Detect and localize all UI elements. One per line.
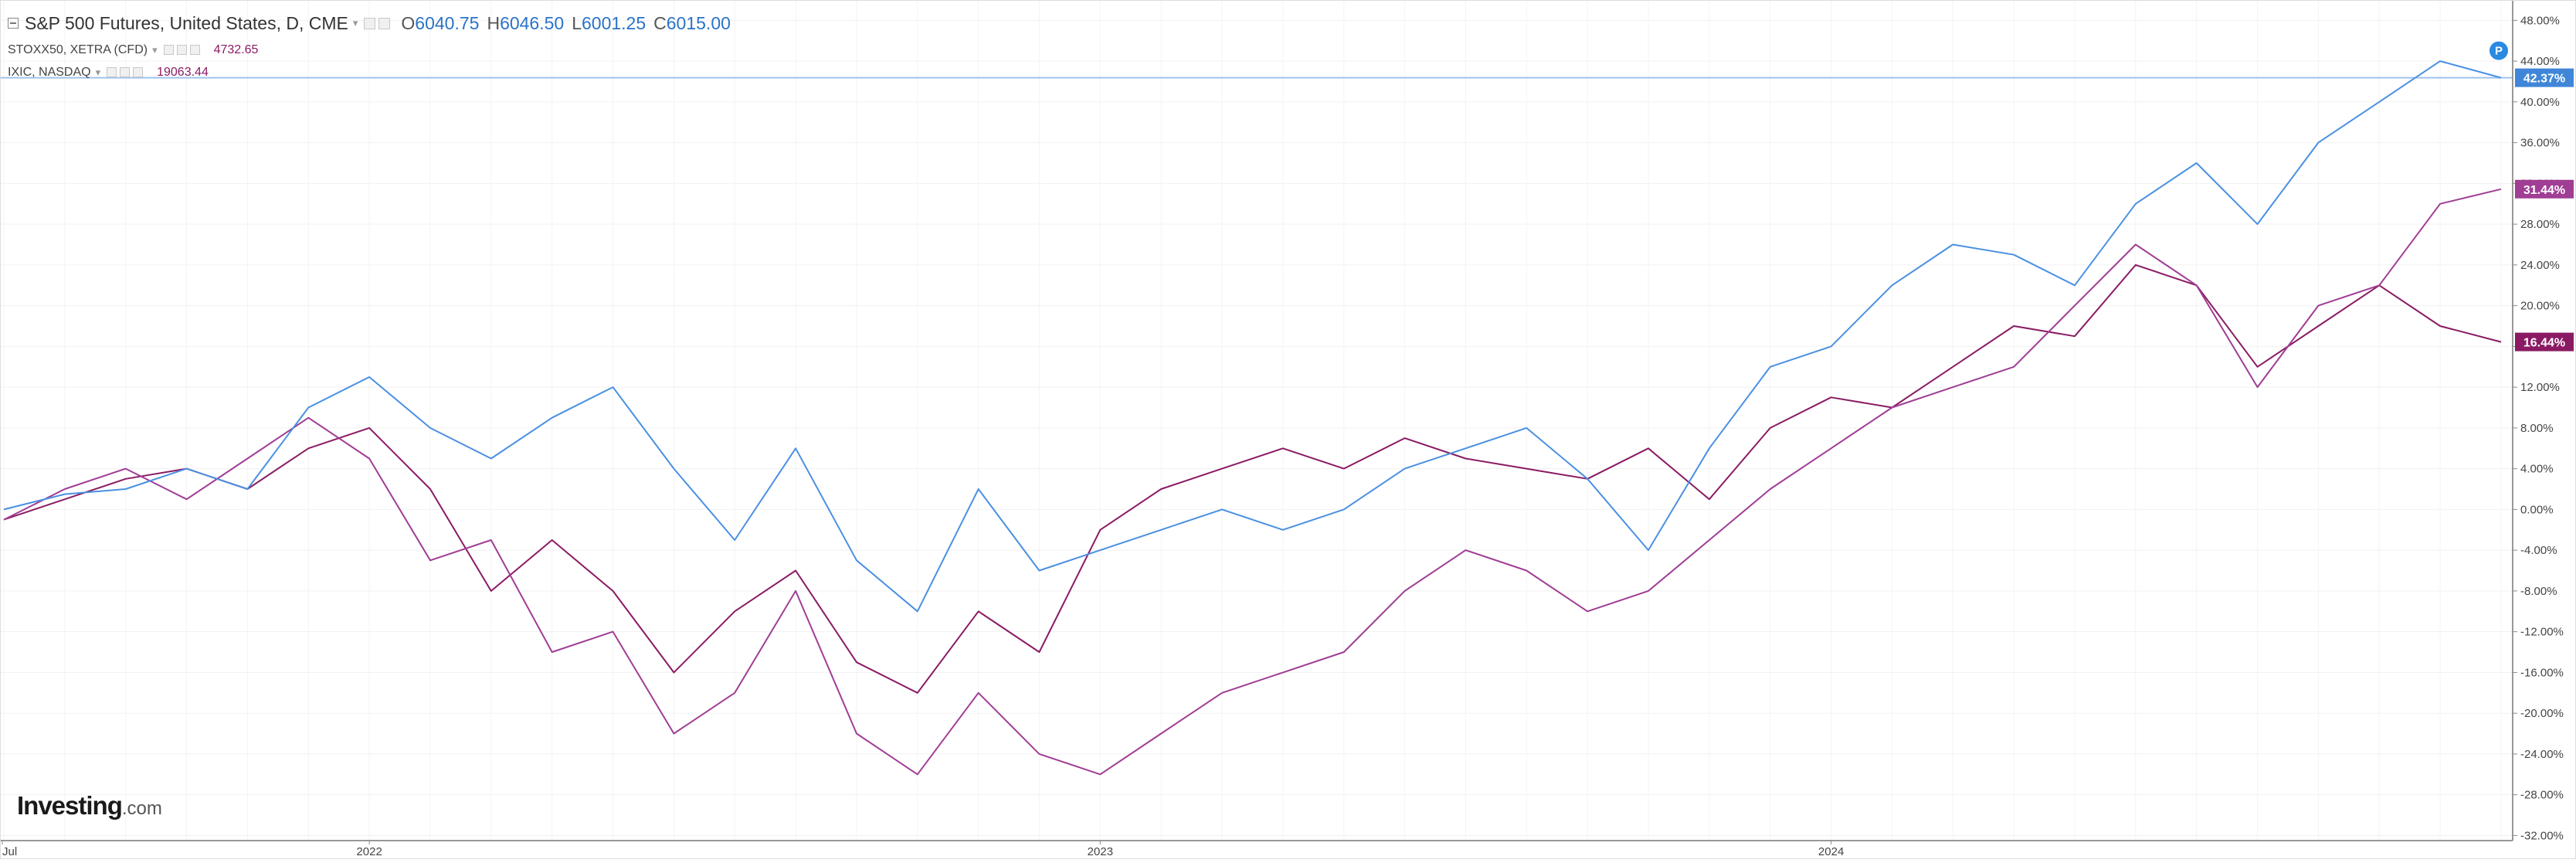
series-lines (3, 60, 2502, 776)
y-tick-label: 48.00% (2520, 14, 2560, 27)
collapse-icon[interactable] (8, 18, 19, 29)
chevron-down-icon[interactable]: ▾ (352, 17, 358, 29)
x-axis-ticks: Jul 2022 2023 2024 (2, 841, 1844, 858)
close-icon[interactable] (133, 67, 144, 77)
p-marker[interactable]: P (2489, 41, 2508, 60)
x-tick-label: Jul (2, 845, 17, 858)
x-tick-label: 2024 (1818, 845, 1844, 858)
x-tick-label: 2023 (1088, 845, 1113, 858)
settings-icon[interactable] (120, 67, 131, 77)
legend-series2-row[interactable]: STOXX50, XETRA (CFD) ▾ 4732.65 (8, 39, 731, 61)
eye-icon[interactable] (107, 67, 117, 77)
open-key: O (401, 12, 416, 33)
y-tick-label: -28.00% (2520, 789, 2564, 802)
x-tick-label: 2022 (356, 845, 382, 858)
close-icon[interactable] (189, 45, 200, 55)
last-value-text: 16.44% (2523, 337, 2565, 350)
chevron-down-icon[interactable]: ▾ (95, 66, 101, 78)
y-tick-label: -24.00% (2520, 748, 2564, 761)
main-series-title[interactable]: S&P 500 Futures, United States, D, CME (25, 12, 348, 33)
investing-logo: Investing .com (17, 791, 162, 821)
close-icon[interactable] (378, 17, 391, 29)
y-tick-label: 36.00% (2520, 137, 2560, 150)
y-tick-label: 4.00% (2520, 463, 2554, 476)
last-value-text: 42.37% (2523, 73, 2565, 86)
y-tick-label: -32.00% (2520, 829, 2564, 842)
low-value: 6001.25 (582, 12, 647, 33)
series3-value: 19063.44 (157, 65, 209, 79)
last-value-badge (2515, 179, 2574, 199)
legend: S&P 500 Futures, United States, D, CME ▾… (8, 8, 731, 83)
y-tick-label: 20.00% (2520, 300, 2560, 313)
close-key: C (653, 12, 667, 33)
eye-icon[interactable] (163, 45, 174, 55)
close-value: 6015.00 (666, 12, 731, 33)
legend-main-row[interactable]: S&P 500 Futures, United States, D, CME ▾… (8, 8, 731, 39)
legend-series3-row[interactable]: IXIC, NASDAQ ▾ 19063.44 (8, 61, 731, 83)
series-line-1 (3, 263, 2502, 694)
y-tick-label: 40.00% (2520, 96, 2560, 109)
settings-icon[interactable] (176, 45, 187, 55)
series3-name[interactable]: IXIC, NASDAQ (8, 65, 91, 79)
open-value: 6040.75 (415, 12, 480, 33)
logo-text: Investing (17, 791, 123, 820)
high-value: 6046.50 (500, 12, 565, 33)
y-tick-label: -8.00% (2520, 585, 2557, 598)
logo-suffix: .com (121, 798, 162, 819)
last-value-badge (2515, 332, 2574, 352)
y-tick-label: -20.00% (2520, 707, 2564, 720)
high-key: H (487, 12, 501, 33)
y-tick-label: 44.00% (2520, 55, 2560, 68)
y-tick-label: 0.00% (2520, 503, 2554, 516)
chevron-down-icon[interactable]: ▾ (152, 43, 158, 56)
low-key: L (572, 12, 582, 33)
series2-name[interactable]: STOXX50, XETRA (CFD) (8, 42, 148, 56)
series-line-2 (3, 188, 2502, 776)
settings-icon[interactable] (364, 17, 376, 29)
y-tick-label: -16.00% (2520, 666, 2564, 679)
last-value-text: 31.44% (2523, 184, 2565, 197)
gridlines (0, 0, 2513, 841)
p-marker-text: P (2495, 45, 2503, 58)
y-tick-label: 28.00% (2520, 218, 2560, 231)
y-tick-label: 24.00% (2520, 259, 2560, 272)
last-value-labels: 42.37% 16.44% 31.44% (2515, 68, 2574, 352)
y-tick-label: 12.00% (2520, 381, 2560, 394)
last-value-badge (2515, 68, 2574, 87)
y-tick-label: 8.00% (2520, 422, 2554, 435)
p-marker-circle[interactable] (2489, 41, 2508, 60)
series2-value: 4732.65 (213, 42, 259, 56)
y-tick-label: -4.00% (2520, 544, 2557, 557)
y-tick-label: -12.00% (2520, 626, 2564, 639)
series-line-0 (3, 60, 2502, 613)
